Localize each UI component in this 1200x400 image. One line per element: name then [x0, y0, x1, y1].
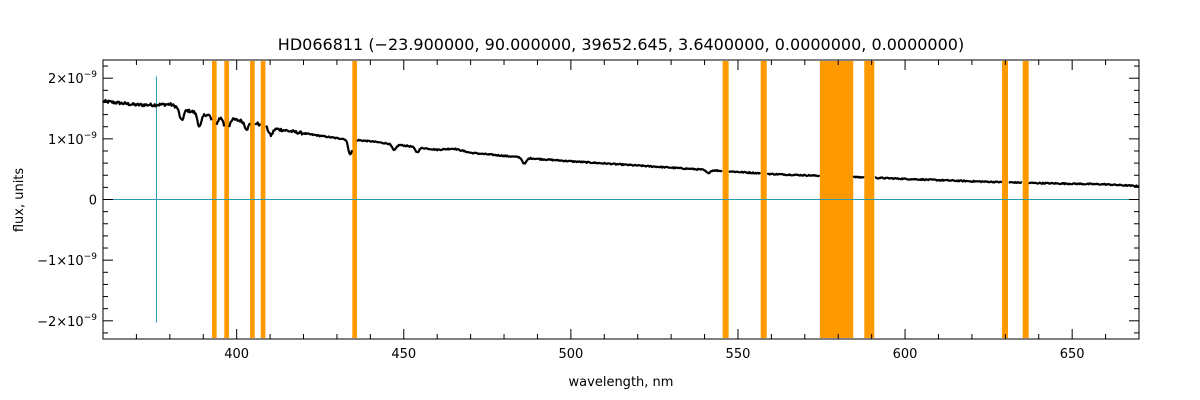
- y-tick-label: 2×10−9: [48, 70, 97, 87]
- reference-lines-group: [103, 76, 1139, 323]
- y-tick-label: −1×10−9: [37, 252, 97, 269]
- x-tick-label: 650: [1060, 347, 1085, 362]
- x-tick-label: 600: [893, 347, 918, 362]
- y-tick-exponent: −9: [84, 70, 98, 80]
- x-axis-label: wavelength, nm: [569, 375, 674, 390]
- x-tick-label: 500: [558, 347, 583, 362]
- x-tick-label: 550: [726, 347, 751, 362]
- spectrum-group: [102, 98, 1140, 188]
- y-tick-label: −2×10−9: [37, 313, 97, 330]
- y-tick-label: 1×10−9: [48, 131, 97, 148]
- chart-title: HD066811 (−23.900000, 90.000000, 39652.6…: [278, 35, 964, 54]
- x-tick-label: 400: [224, 347, 249, 362]
- y-axis-label: flux, units: [12, 168, 27, 233]
- y-tick-exponent: −9: [84, 252, 98, 262]
- axes-group: 400 450 500 550 600 650 2×10−9 1×10−9 0 −1×10−9 −2…: [37, 59, 1140, 362]
- y-tick-label: 0: [89, 194, 97, 209]
- y-tick-exponent: −9: [84, 131, 98, 141]
- spectrum-line: [102, 98, 1140, 188]
- y-tick-exponent: −9: [84, 313, 98, 323]
- x-tick-label: 450: [391, 347, 416, 362]
